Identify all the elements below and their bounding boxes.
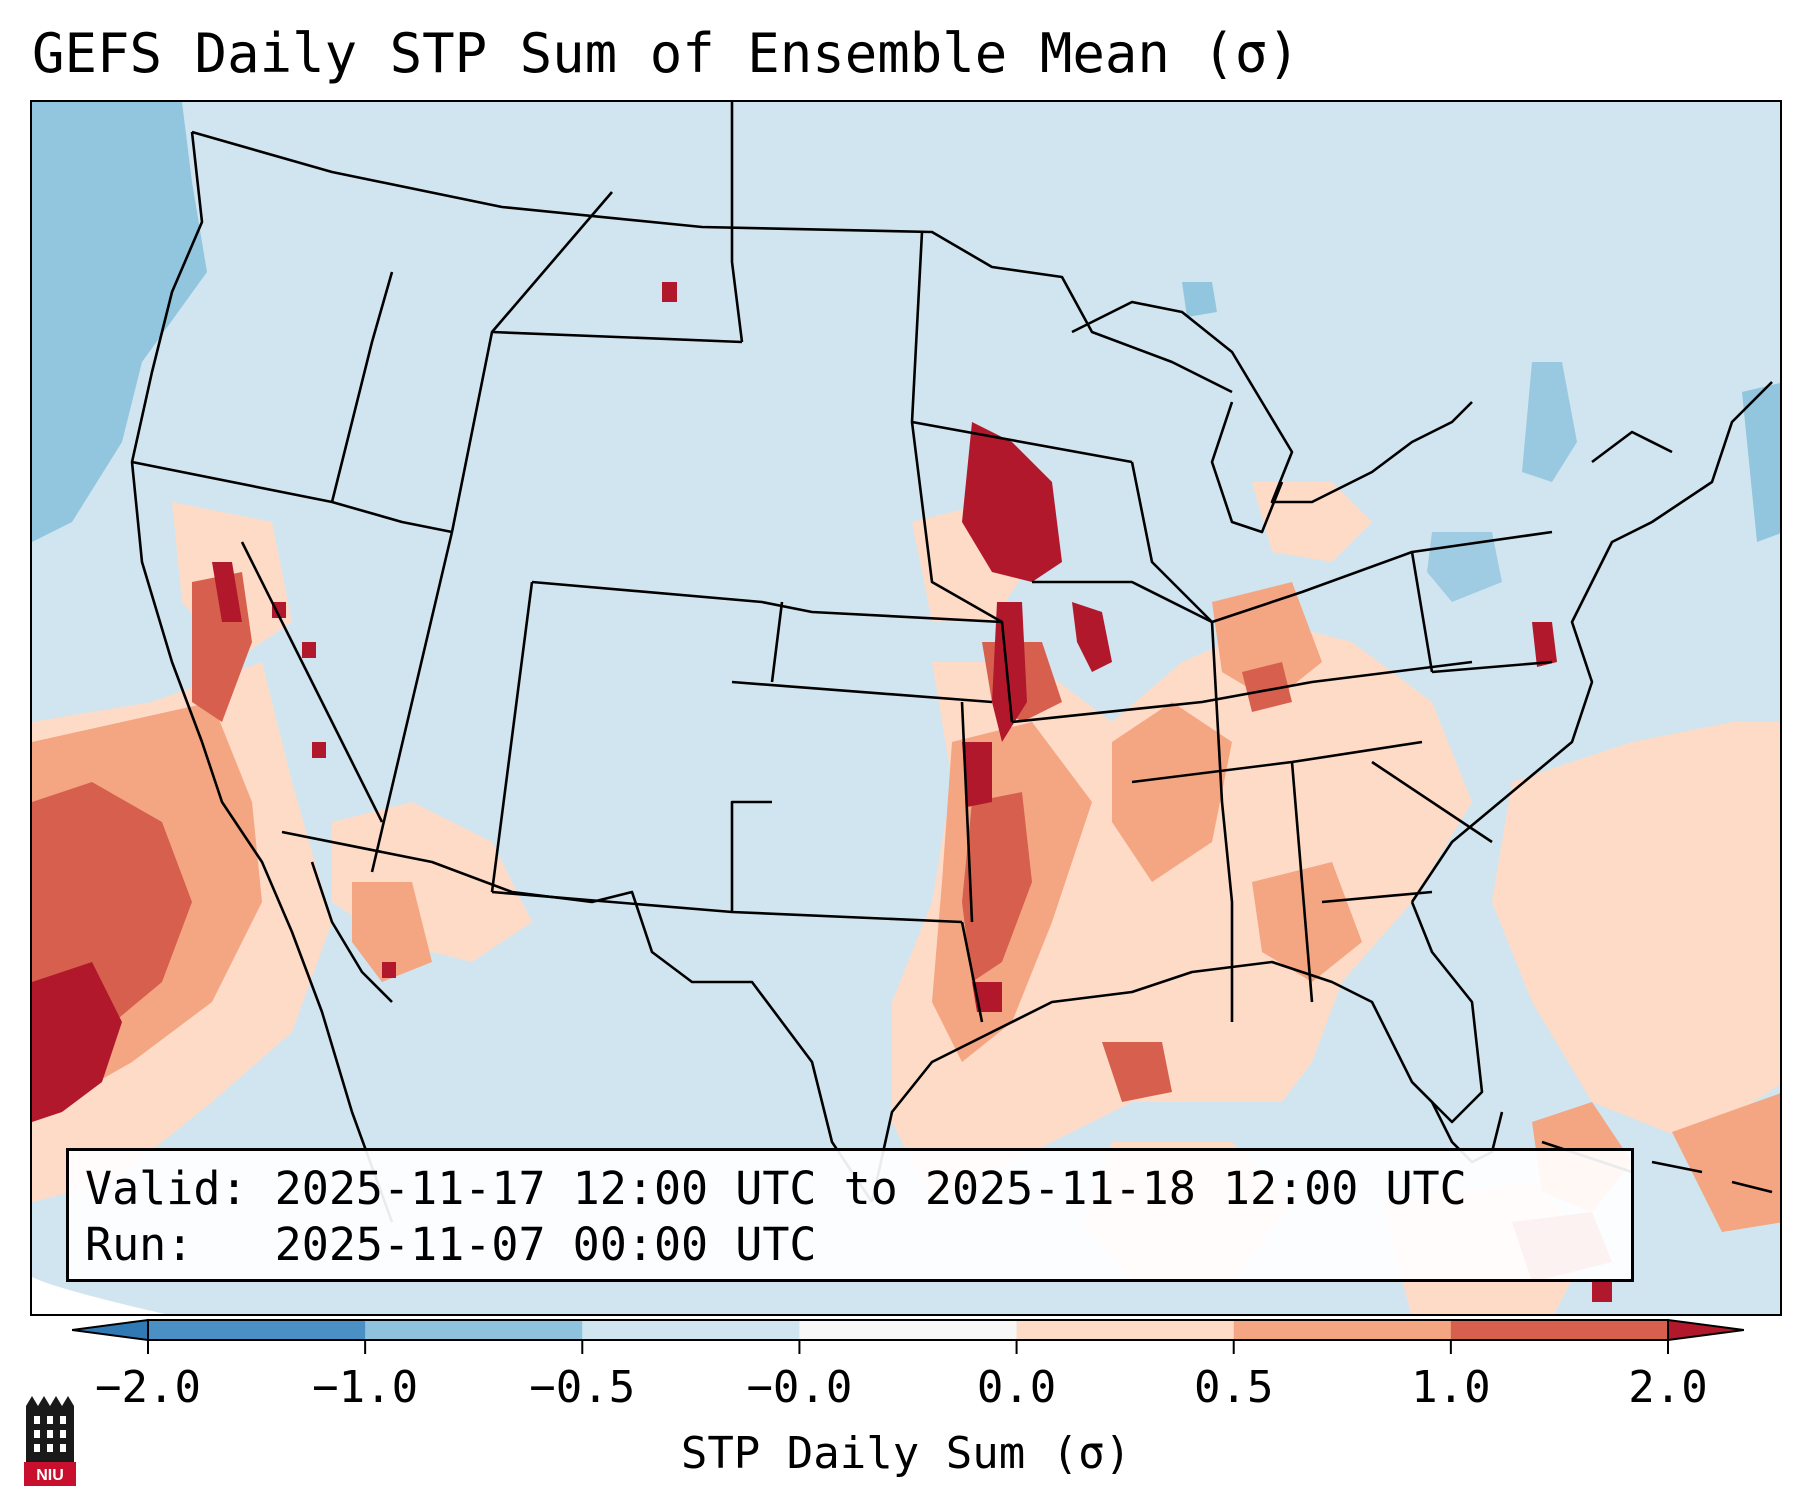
colorbar-tick-label: −2.0 bbox=[95, 1362, 201, 1413]
colorbar-tick-label: 0.0 bbox=[976, 1362, 1057, 1413]
colorbar-segment bbox=[1016, 1320, 1235, 1340]
valid-label: Valid: bbox=[85, 1162, 248, 1215]
colorbar-extend-min bbox=[72, 1318, 149, 1342]
colorbar-tick-label: 0.5 bbox=[1193, 1362, 1274, 1413]
political-borders bbox=[130, 102, 1773, 1223]
colorbar-segment bbox=[1233, 1320, 1452, 1340]
colorbar bbox=[72, 1318, 1744, 1354]
colorbar-segment bbox=[148, 1320, 366, 1340]
stp-map bbox=[32, 102, 1780, 1314]
colorbar-tick-label: 2.0 bbox=[1628, 1362, 1708, 1413]
run-label: Run: bbox=[85, 1218, 194, 1271]
colorbar-tick-label: −1.0 bbox=[312, 1362, 419, 1413]
colorbar-segment bbox=[365, 1320, 583, 1340]
map-panel bbox=[30, 100, 1782, 1316]
colorbar-tick-label: 1.0 bbox=[1411, 1362, 1491, 1413]
colorbar-title: STP Daily Sum (σ) bbox=[680, 1428, 1132, 1479]
colorbar-segment bbox=[1450, 1320, 1669, 1340]
colorbar-segments bbox=[147, 1319, 1669, 1341]
run-value: 2025-11-07 00:00 UTC bbox=[274, 1218, 817, 1271]
negative-anomaly-layer bbox=[32, 102, 1780, 602]
map-title: GEFS Daily STP Sum of Ensemble Mean (σ) bbox=[32, 22, 1300, 85]
colorbar-tick-label: −0.5 bbox=[529, 1362, 636, 1413]
logo-text: NIU bbox=[36, 1467, 64, 1484]
colorbar-tick-label: −0.0 bbox=[746, 1362, 853, 1413]
niu-logo-icon: NIU bbox=[24, 1396, 76, 1486]
valid-value: 2025-11-17 12:00 UTC to 2025-11-18 12:00… bbox=[274, 1162, 1467, 1215]
map-domain bbox=[32, 102, 1780, 1314]
colorbar-segment bbox=[582, 1320, 800, 1340]
colorbar-ticks bbox=[147, 1340, 1669, 1354]
colorbar-extend-max bbox=[1667, 1318, 1744, 1342]
valid-run-info-box: Valid: 2025-11-17 12:00 UTC to 2025-11-1… bbox=[66, 1148, 1634, 1282]
positive-max-layer bbox=[32, 282, 1612, 1302]
colorbar-segment bbox=[799, 1320, 1018, 1340]
